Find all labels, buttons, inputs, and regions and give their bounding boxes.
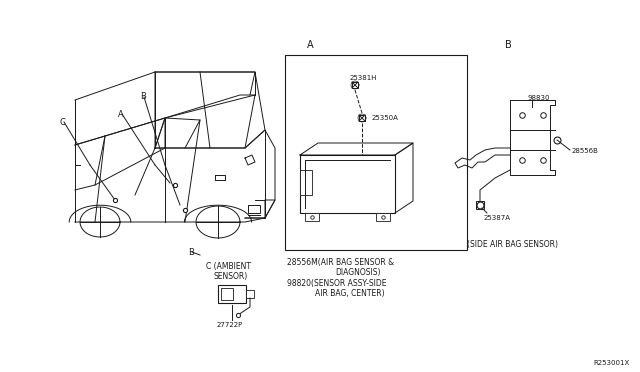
Bar	[476, 201, 484, 209]
Text: C: C	[60, 118, 66, 127]
Text: AIR BAG, CENTER): AIR BAG, CENTER)	[315, 289, 385, 298]
Bar	[218, 285, 246, 303]
Text: A: A	[307, 40, 314, 50]
Bar	[300, 170, 312, 195]
Text: 27722P: 27722P	[217, 322, 243, 328]
Text: 25387A: 25387A	[484, 215, 511, 221]
Bar	[246, 290, 254, 298]
Bar	[305, 213, 319, 221]
Bar	[248, 205, 260, 213]
Text: SENSOR): SENSOR)	[213, 272, 247, 281]
Text: 25381H: 25381H	[350, 75, 378, 81]
Bar	[359, 115, 365, 121]
Text: 28556B: 28556B	[572, 148, 599, 154]
Bar	[300, 155, 395, 213]
Text: A: A	[118, 110, 124, 119]
Text: B: B	[504, 40, 511, 50]
Text: B: B	[140, 92, 146, 101]
Bar	[376, 213, 390, 221]
Text: 98820(SENSOR ASSY-SIDE: 98820(SENSOR ASSY-SIDE	[287, 279, 387, 288]
Text: C (AMBIENT: C (AMBIENT	[206, 262, 251, 271]
Text: (SIDE AIR BAG SENSOR): (SIDE AIR BAG SENSOR)	[467, 240, 558, 249]
Bar	[285, 55, 467, 250]
Text: 28556M(AIR BAG SENSOR &: 28556M(AIR BAG SENSOR &	[287, 258, 394, 267]
Text: DIAGNOSIS): DIAGNOSIS)	[335, 268, 381, 277]
Text: 98830: 98830	[527, 95, 550, 101]
Bar	[221, 288, 233, 300]
Text: B: B	[188, 248, 194, 257]
Text: R253001X: R253001X	[594, 360, 630, 366]
Bar	[352, 82, 358, 88]
Text: 25350A: 25350A	[372, 115, 399, 121]
